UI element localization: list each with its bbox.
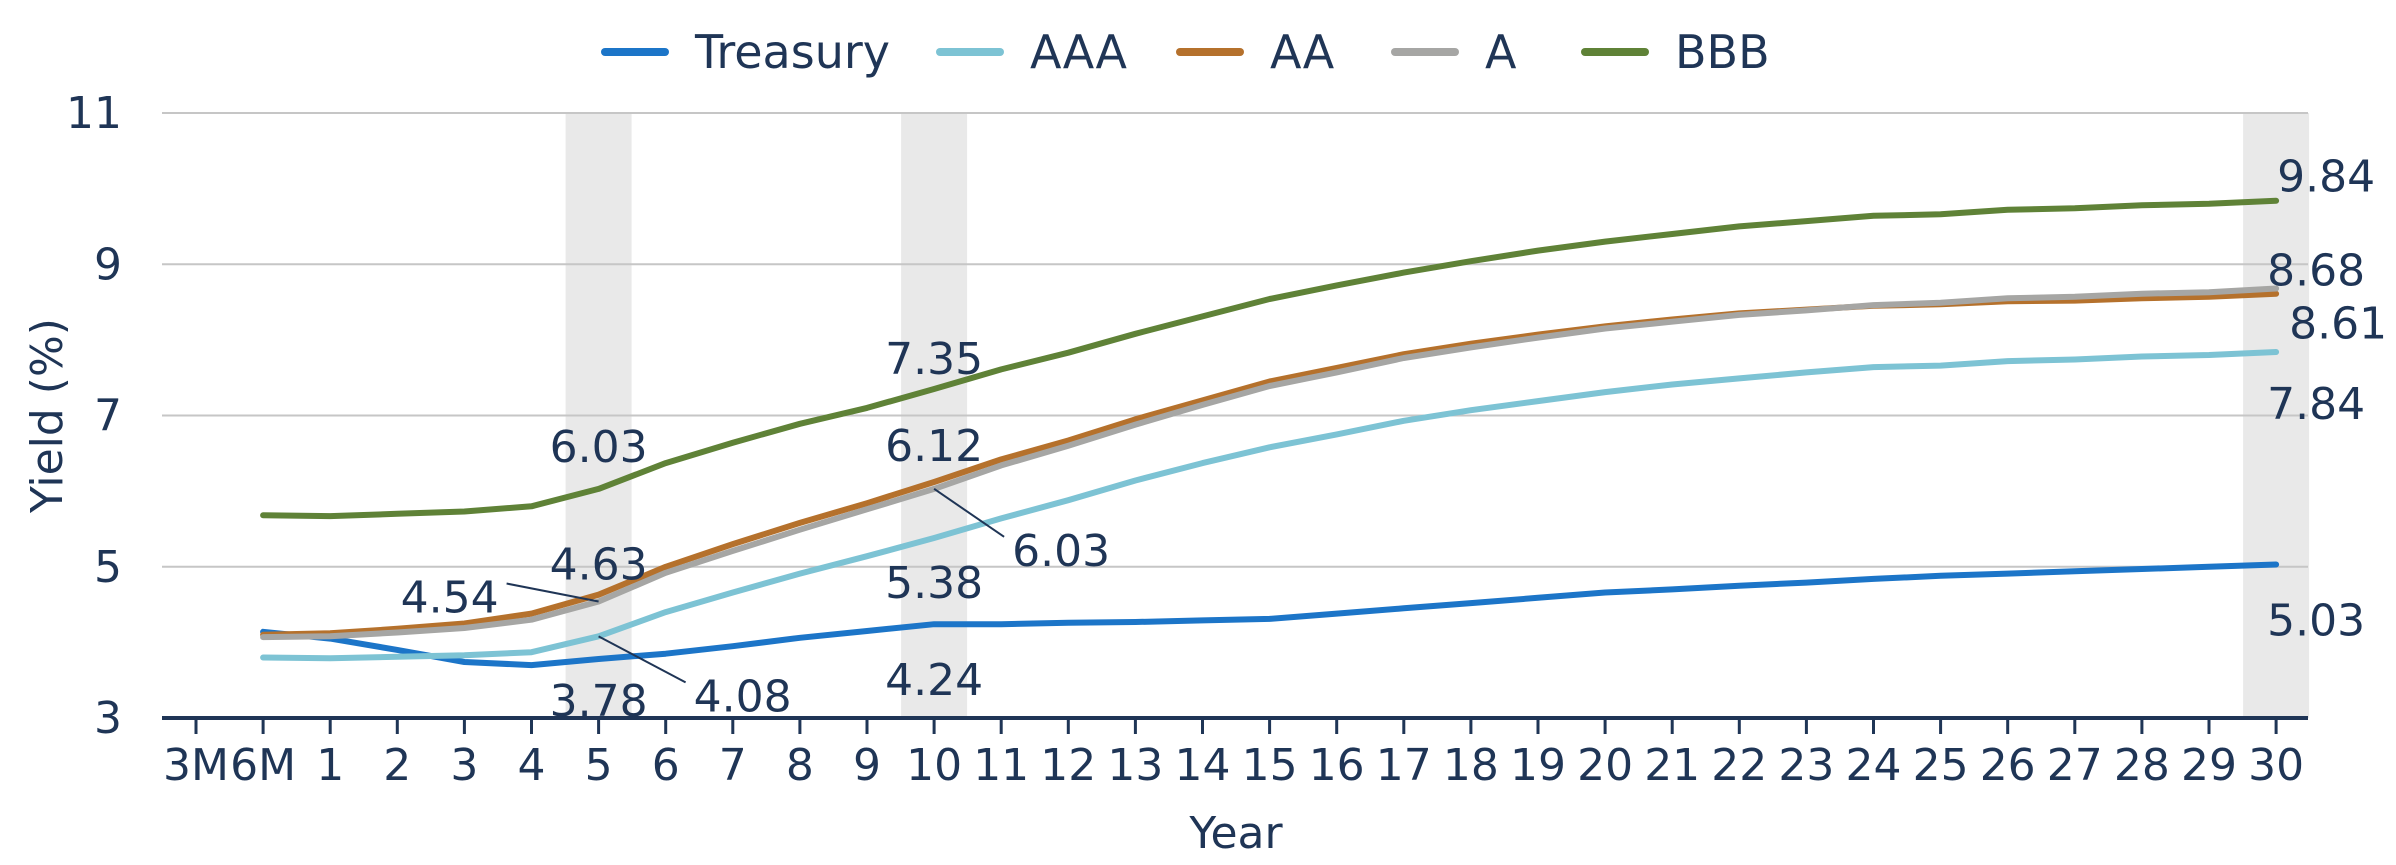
x-tick-label: 21	[1644, 740, 1700, 791]
grid-lines	[162, 112, 2308, 568]
data-label-aa-30: 8.61	[2289, 299, 2387, 350]
x-tick-label: 2	[383, 740, 411, 791]
x-tick-label: 15	[1242, 740, 1298, 791]
y-axis: 3 5 7 9 11	[66, 88, 122, 744]
data-label-bbb-5: 6.03	[550, 422, 648, 473]
x-axis: 3M 6M 1 2 3 4 5 6 7 8 9 10 11 12 13 14 15 16 17 18 19 20 21 22 2…	[162, 716, 2308, 791]
x-tick-label: 24	[1846, 740, 1902, 791]
x-tick-label: 16	[1309, 740, 1365, 791]
x-tick-label: 27	[2047, 740, 2103, 791]
x-tick-label: 14	[1175, 740, 1231, 791]
data-labels: 6.03 4.63 4.54 4.08 3.78 7.35 6.12 6.03 5.38 4.24…	[401, 152, 2387, 727]
x-tick-label: 22	[1711, 740, 1767, 791]
x-tick-label: 20	[1577, 740, 1633, 791]
data-label-leader	[506, 582, 599, 603]
data-label-leader	[933, 488, 1005, 538]
x-tick-label: 30	[2248, 740, 2304, 791]
data-label-bbb-30: 9.84	[2277, 152, 2375, 203]
y-tick-label: 5	[94, 542, 122, 593]
x-tick-label: 3	[450, 740, 478, 791]
legend: Treasury AAA AA A BBB	[601, 25, 1770, 79]
legend-label-bbb: BBB	[1675, 25, 1770, 79]
x-tick-label: 26	[1980, 740, 2036, 791]
data-label-treasury-5: 3.78	[550, 676, 648, 727]
data-label-bbb-10: 7.35	[885, 334, 983, 385]
series-line-bbb	[260, 197, 2280, 520]
data-label-aaa-5: 4.08	[694, 671, 792, 722]
x-tick-label: 8	[786, 740, 814, 791]
data-label-a-10: 6.03	[1012, 526, 1110, 577]
y-axis-title: Yield (%)	[22, 318, 73, 514]
data-label-aaa-30: 7.84	[2267, 379, 2365, 430]
x-tick-label: 29	[2181, 740, 2237, 791]
x-tick-label: 1	[316, 740, 344, 791]
x-tick-label: 12	[1040, 740, 1096, 791]
data-label-aa-10: 6.12	[885, 421, 983, 472]
series-line-treasury	[260, 561, 2280, 669]
x-tick-label: 17	[1376, 740, 1432, 791]
x-tick-label: 23	[1778, 740, 1834, 791]
y-tick-label: 3	[94, 693, 122, 744]
data-label-a-30: 8.68	[2267, 245, 2365, 296]
x-tick-label: 19	[1510, 740, 1566, 791]
x-tick-label: 4	[518, 740, 546, 791]
data-label-aaa-10: 5.38	[885, 558, 983, 609]
x-tick-label: 28	[2114, 740, 2170, 791]
data-label-treasury-10: 4.24	[885, 655, 983, 706]
legend-label-aa: AA	[1270, 25, 1335, 79]
data-label-leader	[598, 635, 687, 684]
x-tick-label: 10	[906, 740, 962, 791]
x-tick-label: 11	[973, 740, 1029, 791]
legend-label-aaa: AAA	[1030, 25, 1127, 79]
legend-label-treasury: Treasury	[694, 25, 890, 79]
data-label-treasury-30: 5.03	[2267, 595, 2365, 646]
x-tick-label: 9	[853, 740, 881, 791]
x-tick-label: 6M	[230, 740, 296, 791]
data-label-aa-5: 4.63	[550, 540, 648, 591]
x-tick-label: 25	[1913, 740, 1969, 791]
x-tick-label: 18	[1443, 740, 1499, 791]
x-tick-label: 7	[719, 740, 747, 791]
legend-label-a: A	[1485, 25, 1517, 79]
x-tick-label: 13	[1107, 740, 1163, 791]
x-tick-label: 3M	[163, 740, 229, 791]
y-tick-label: 11	[66, 88, 122, 139]
data-label-a-5: 4.54	[401, 573, 499, 624]
y-tick-label: 7	[94, 391, 122, 442]
x-tick-label: 5	[585, 740, 613, 791]
series-line-aaa	[260, 349, 2280, 662]
y-tick-label: 9	[94, 239, 122, 290]
x-tick-label: 6	[652, 740, 680, 791]
x-axis-title: Year	[1188, 808, 1283, 859]
